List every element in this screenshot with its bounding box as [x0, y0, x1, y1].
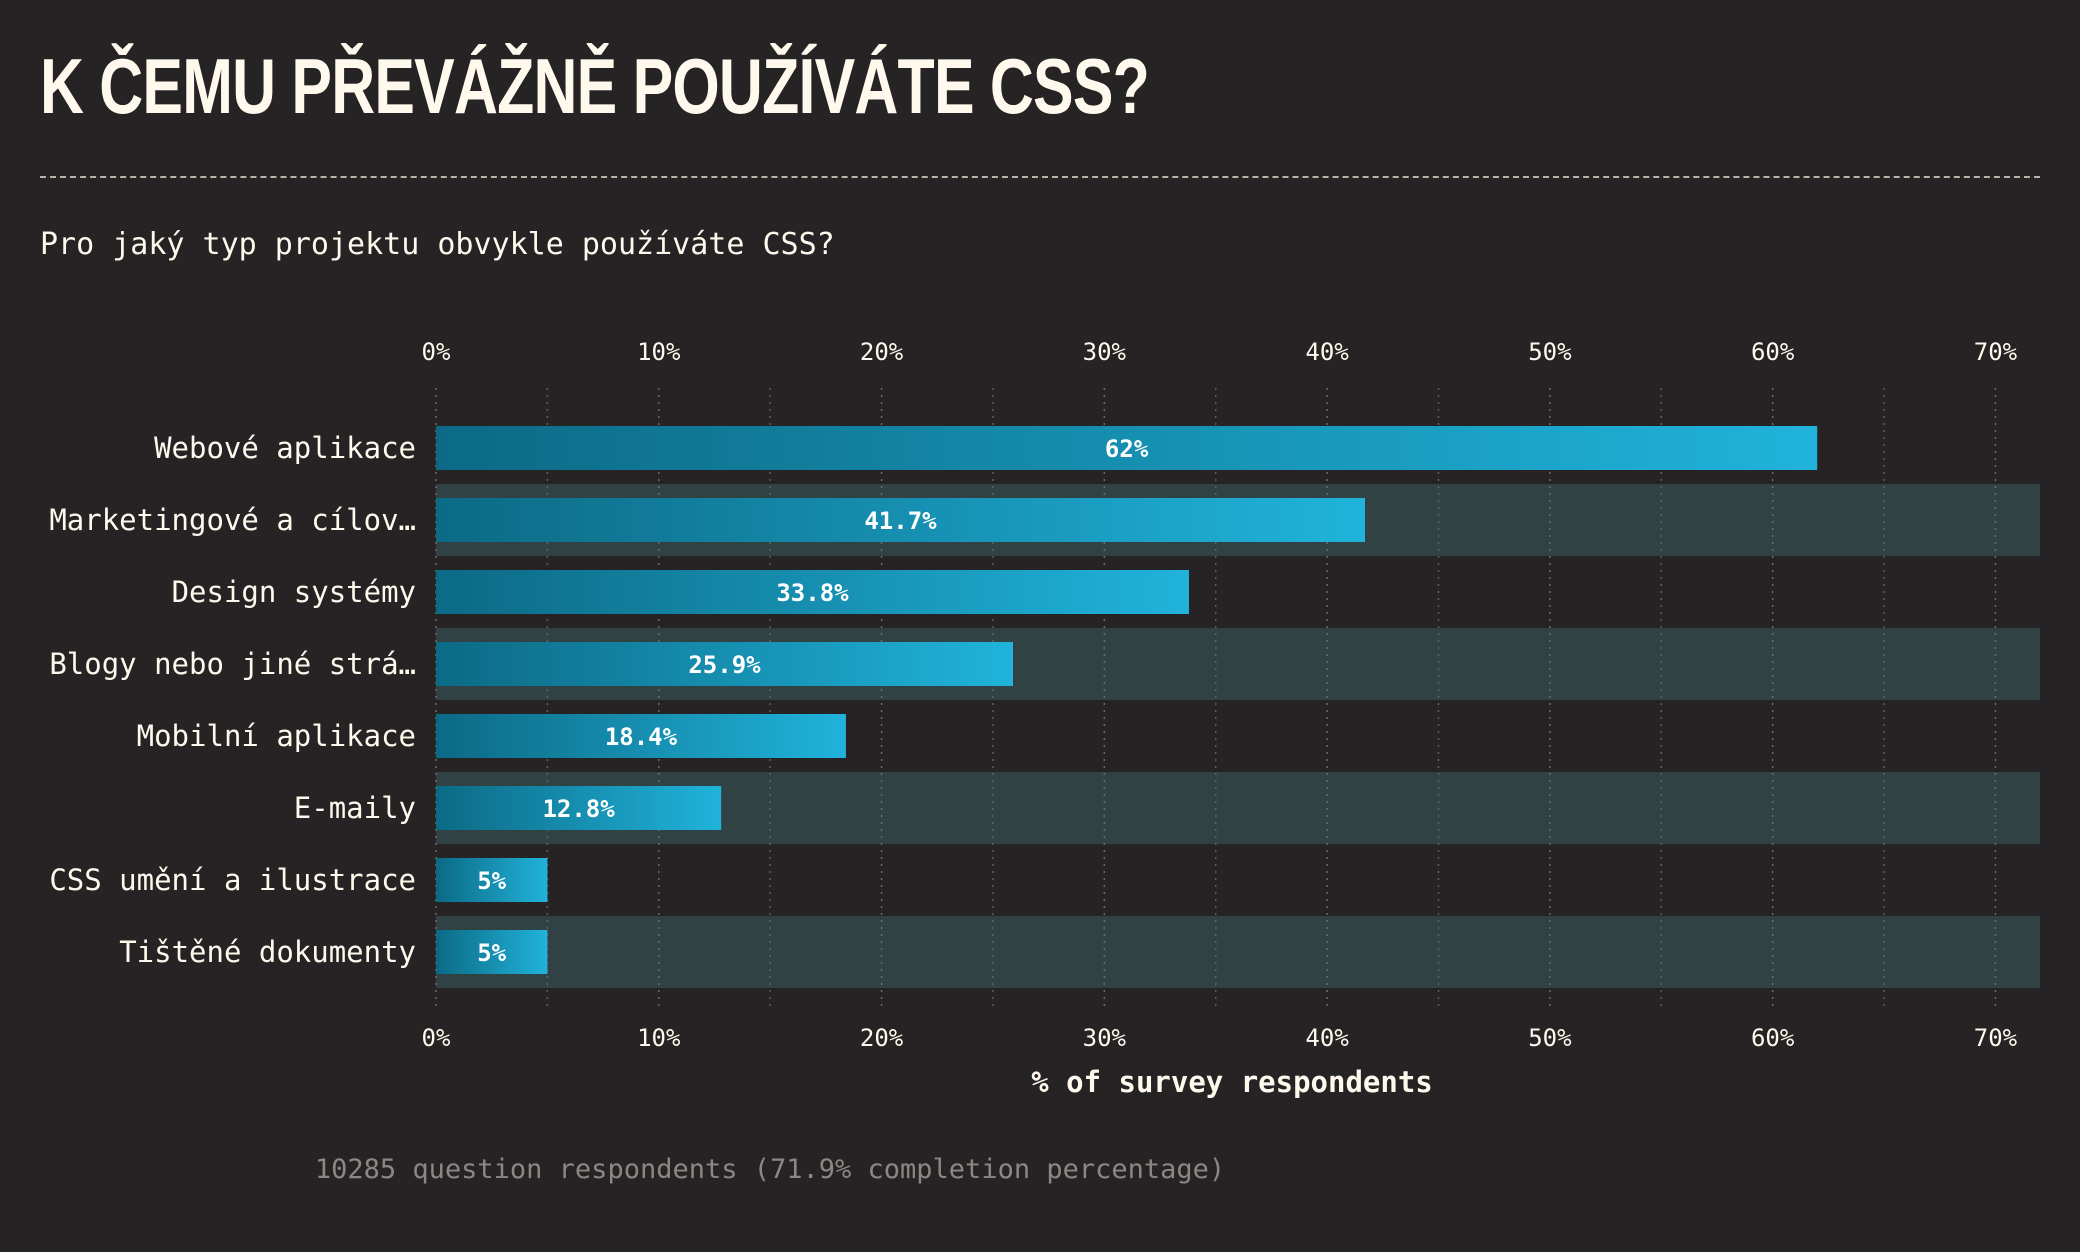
bar — [436, 930, 548, 974]
x-tick-label-bottom: 30% — [1083, 1024, 1127, 1052]
row-stripe — [436, 916, 2040, 988]
x-tick-label-bottom: 20% — [860, 1024, 904, 1052]
category-label: Mobilní aplikace — [137, 719, 416, 753]
category-label: E-maily — [294, 791, 416, 825]
title-divider — [40, 176, 2040, 178]
value-label: 62% — [1105, 435, 1149, 463]
bar — [436, 498, 1365, 542]
value-label: 41.7% — [864, 507, 937, 535]
x-tick-label-top: 30% — [1083, 338, 1127, 366]
bar — [436, 714, 846, 758]
x-tick-label-bottom: 60% — [1751, 1024, 1795, 1052]
value-label: 5% — [477, 939, 506, 967]
x-tick-label-top: 20% — [860, 338, 904, 366]
x-tick-label-bottom: 40% — [1305, 1024, 1349, 1052]
value-label: 12.8% — [542, 795, 615, 823]
x-tick-label-top: 60% — [1751, 338, 1795, 366]
category-label: Tištěné dokumenty — [119, 935, 416, 969]
respondents-footnote: 10285 question respondents (71.9% comple… — [314, 1154, 1226, 1185]
x-tick-label-top: 0% — [422, 338, 451, 366]
x-tick-label-bottom: 0% — [422, 1024, 451, 1052]
value-label: 25.9% — [688, 651, 761, 679]
category-label: CSS umění a ilustrace — [49, 863, 416, 897]
x-tick-label-top: 10% — [637, 338, 681, 366]
x-tick-label-bottom: 50% — [1528, 1024, 1572, 1052]
x-axis-title: % of survey respondents — [1031, 1065, 1433, 1099]
x-tick-label-bottom: 10% — [637, 1024, 681, 1052]
x-tick-label-top: 50% — [1528, 338, 1572, 366]
value-label: 5% — [477, 867, 506, 895]
category-label: Webové aplikace — [154, 431, 416, 465]
bar — [436, 426, 1818, 470]
bar — [436, 570, 1189, 614]
x-tick-label-top: 70% — [1974, 338, 2018, 366]
question-subtitle: Pro jaký typ projektu obvykle používáte … — [40, 227, 835, 262]
bar — [436, 858, 548, 902]
category-label: Blogy nebo jiné strá… — [49, 647, 416, 681]
bar — [436, 786, 722, 830]
category-label: Design systémy — [172, 575, 416, 609]
value-label: 18.4% — [605, 723, 678, 751]
bar-chart: 0% 0% 10% 10% 20% 20% 30% 30% 40% 40% 50% 50% 60% 60%… — [49, 338, 2040, 1099]
x-tick-label-bottom: 70% — [1974, 1024, 2018, 1052]
bar — [436, 642, 1013, 686]
page-title: K ČEMU PŘEVÁŽNĚ POUŽÍVÁTE CSS? — [40, 42, 1150, 130]
x-tick-label-top: 40% — [1305, 338, 1349, 366]
category-label: Marketingové a cílov… — [49, 503, 416, 537]
value-label: 33.8% — [776, 579, 849, 607]
